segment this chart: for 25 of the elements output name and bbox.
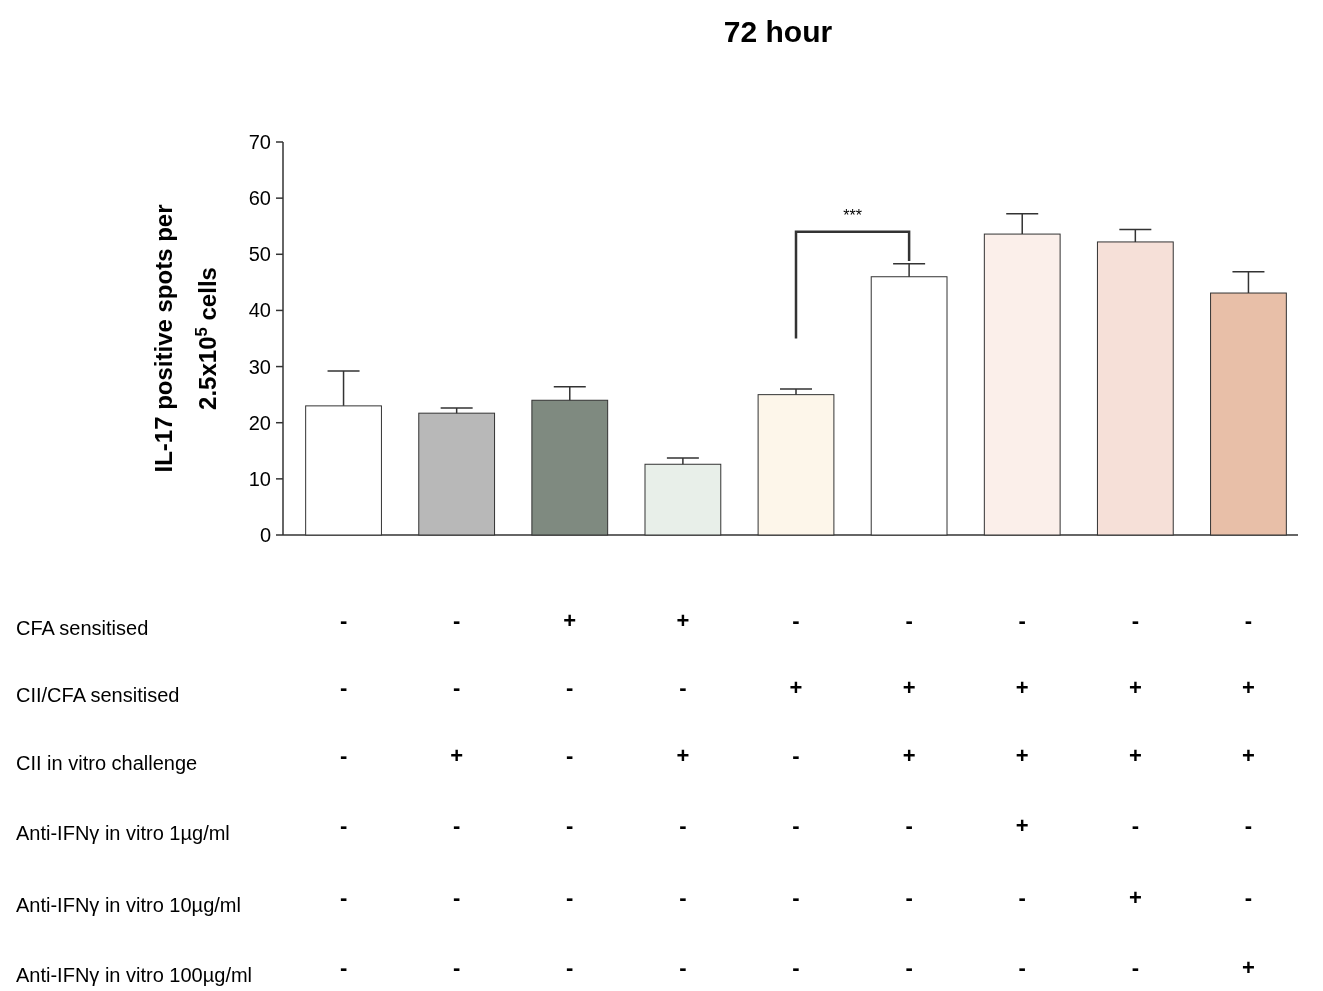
category-label: - + + + - - xyxy=(1015,607,1029,980)
annotation: *** xyxy=(843,206,862,224)
y-tick-label: 40 xyxy=(248,299,271,322)
text: CII in vitro challenge xyxy=(16,752,198,774)
category-label: - - + - - - xyxy=(450,607,464,980)
text: CII/CFA sensitised xyxy=(16,684,180,706)
text: Anti-IFNγ in vitro 10µg/ml xyxy=(16,894,241,916)
text: Anti-IFNγ in vitro 1µg/ml xyxy=(16,822,230,844)
y-tick-label: 10 xyxy=(248,467,271,490)
y-tick-label: 60 xyxy=(248,187,271,210)
category-label: - - - - - - xyxy=(339,607,348,980)
category-label: + - - - - - xyxy=(563,607,577,980)
chart-title: 72 hour xyxy=(723,15,833,48)
text: CFA sensitised xyxy=(16,617,149,639)
category-label: + - + - - - xyxy=(676,607,690,980)
y-tick-label: 0 xyxy=(259,524,271,546)
category-label: - + + - - - xyxy=(902,607,916,980)
y-tick-label: 70 xyxy=(248,131,271,153)
text: Anti-IFNγ in vitro 100µg/ml xyxy=(16,964,253,986)
y-tick-label: 20 xyxy=(248,411,271,434)
category-label: - + + - + - xyxy=(1128,607,1142,980)
y-tick-label: 50 xyxy=(248,243,271,266)
category-label: - + - - - - xyxy=(789,607,803,980)
y-tick-label: 30 xyxy=(248,355,271,378)
category-label: - + + - - + xyxy=(1242,607,1255,980)
